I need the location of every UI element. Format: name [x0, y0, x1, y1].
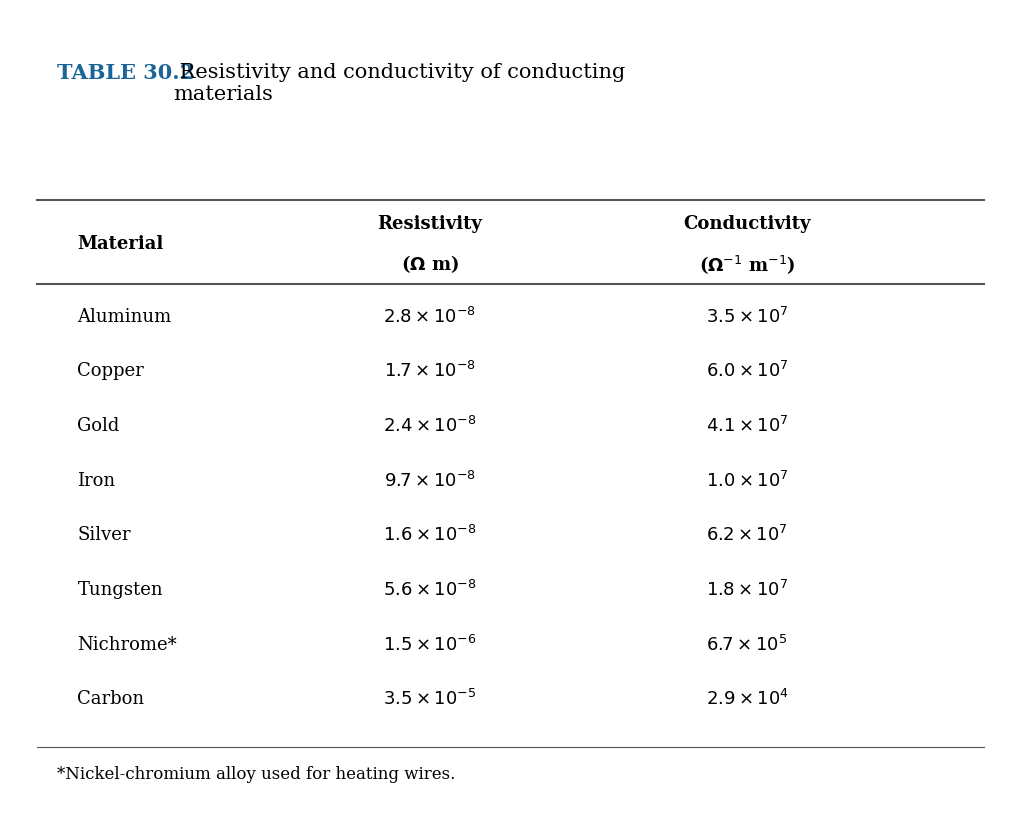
- Text: *Nickel-chromium alloy used for heating wires.: *Nickel-chromium alloy used for heating …: [57, 766, 455, 784]
- Text: $2.4 \times 10^{-8}$: $2.4 \times 10^{-8}$: [383, 416, 477, 436]
- Text: Silver: Silver: [78, 526, 131, 544]
- Text: $6.2 \times 10^{7}$: $6.2 \times 10^{7}$: [707, 525, 788, 546]
- Text: $1.8 \times 10^{7}$: $1.8 \times 10^{7}$: [707, 580, 788, 600]
- Text: ($\mathbf{\Omega}$ m): ($\mathbf{\Omega}$ m): [401, 254, 458, 275]
- Text: $2.8 \times 10^{-8}$: $2.8 \times 10^{-8}$: [384, 307, 477, 326]
- Text: Iron: Iron: [78, 471, 115, 489]
- Text: Gold: Gold: [78, 417, 119, 435]
- Text: Conductivity: Conductivity: [683, 215, 811, 233]
- Text: $5.6 \times 10^{-8}$: $5.6 \times 10^{-8}$: [383, 580, 477, 600]
- Text: $6.7 \times 10^{5}$: $6.7 \times 10^{5}$: [707, 635, 788, 654]
- Text: Resistivity: Resistivity: [378, 215, 482, 233]
- Text: $3.5 \times 10^{7}$: $3.5 \times 10^{7}$: [706, 307, 788, 326]
- Text: $1.5 \times 10^{-6}$: $1.5 \times 10^{-6}$: [383, 635, 477, 654]
- Text: Aluminum: Aluminum: [78, 308, 172, 326]
- Text: Nichrome*: Nichrome*: [78, 636, 178, 654]
- Text: $4.1 \times 10^{7}$: $4.1 \times 10^{7}$: [706, 416, 788, 436]
- Text: ($\mathbf{\Omega}^{-1}$ m$^{-1}$): ($\mathbf{\Omega}^{-1}$ m$^{-1}$): [699, 253, 795, 276]
- Text: $3.5 \times 10^{-5}$: $3.5 \times 10^{-5}$: [383, 690, 477, 709]
- Text: $1.7 \times 10^{-8}$: $1.7 \times 10^{-8}$: [384, 362, 476, 381]
- Text: $1.0 \times 10^{7}$: $1.0 \times 10^{7}$: [706, 470, 788, 491]
- Text: Material: Material: [78, 235, 163, 253]
- Text: $6.0 \times 10^{7}$: $6.0 \times 10^{7}$: [706, 362, 788, 381]
- Text: Resistivity and conductivity of conducting
materials: Resistivity and conductivity of conducti…: [174, 63, 626, 104]
- Text: Copper: Copper: [78, 362, 144, 380]
- Text: Carbon: Carbon: [78, 690, 145, 708]
- Text: $9.7 \times 10^{-8}$: $9.7 \times 10^{-8}$: [384, 470, 476, 491]
- Text: $1.6 \times 10^{-8}$: $1.6 \times 10^{-8}$: [383, 525, 477, 546]
- Text: Tungsten: Tungsten: [78, 581, 163, 599]
- Text: TABLE 30.2: TABLE 30.2: [57, 63, 195, 83]
- Text: $2.9 \times 10^{4}$: $2.9 \times 10^{4}$: [706, 690, 788, 709]
